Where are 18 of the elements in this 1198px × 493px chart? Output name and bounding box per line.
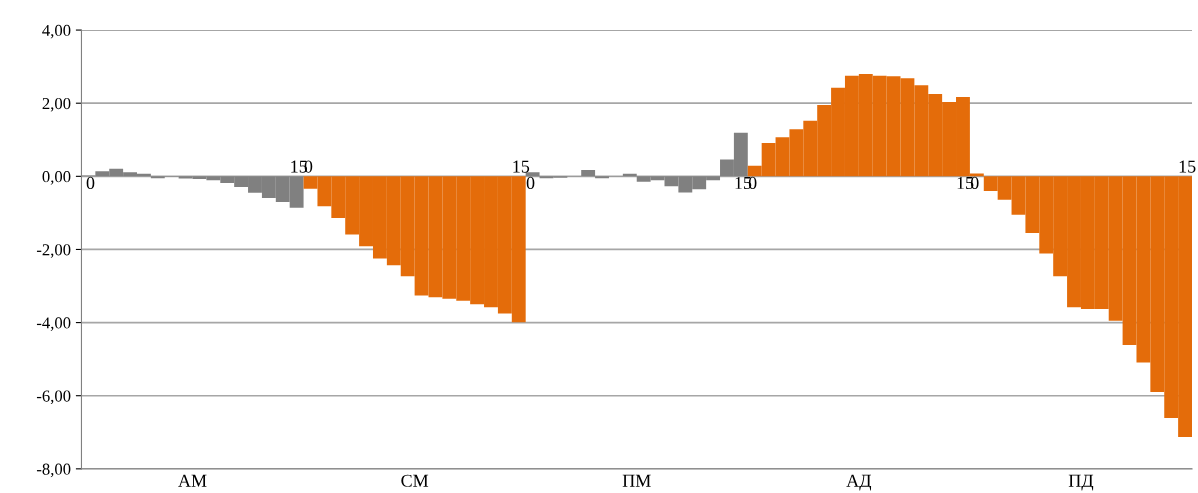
x-tick-label: 0 [526,176,535,190]
y-tick-label: 4,00 [42,24,71,39]
bar [581,170,596,177]
text: СМ [401,474,429,487]
y-tick-label: 0,00 [42,171,71,185]
y-tick-label: -4,00 [36,317,71,331]
text: ПМ [622,474,651,487]
y-tick-label: -8,00 [36,463,71,478]
x-tick-label: 15 [1179,160,1196,173]
x-tick-label: 0 [86,176,95,190]
x-tick-label: 15 [513,160,530,173]
text: АМ [178,474,207,487]
y-tick-label: 2,00 [42,97,71,112]
bar [525,172,540,177]
y-tick-label: -2,00 [36,244,71,258]
y-tick-label: -6,00 [36,390,71,405]
text: АД [846,474,872,491]
text: ПД [1068,474,1094,491]
